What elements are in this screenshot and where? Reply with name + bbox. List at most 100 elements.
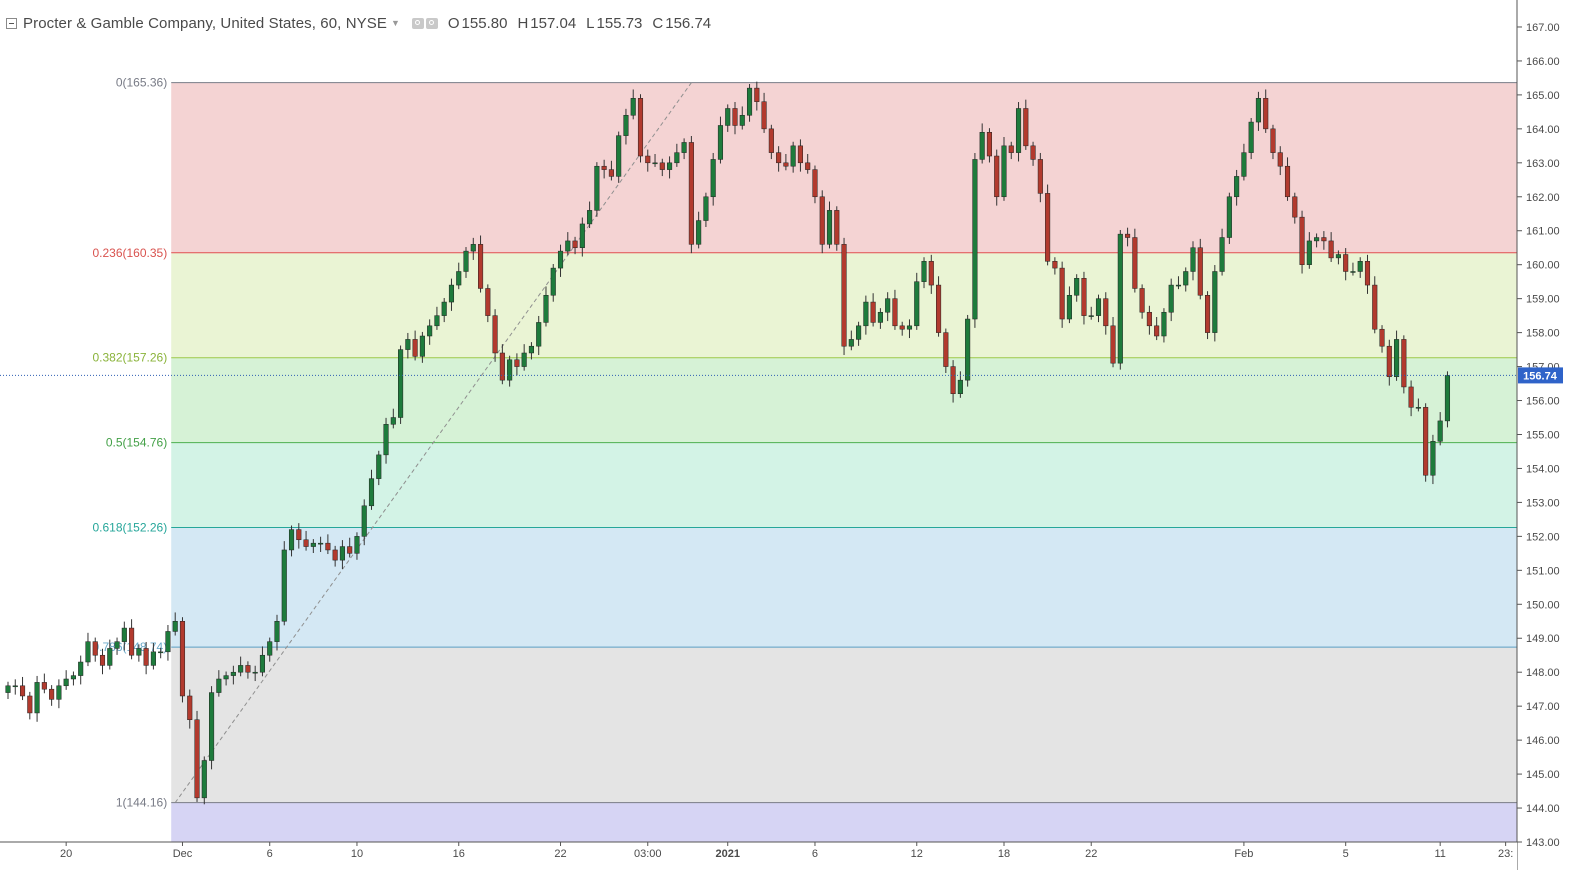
candle-body	[1175, 284, 1182, 287]
candle-body	[1328, 240, 1334, 259]
candle-body	[914, 281, 920, 327]
fib-label-0.382: 0.382(157.26)	[92, 351, 167, 365]
price-tick-label: 147.00	[1526, 701, 1560, 713]
candle-body	[667, 162, 673, 170]
candle-body	[1066, 295, 1072, 320]
candle-body	[1125, 233, 1131, 238]
symbol-title[interactable]: Procter & Gamble Company, United States,…	[23, 14, 387, 32]
candle-body	[1045, 193, 1051, 262]
candle-body	[1008, 145, 1014, 153]
time-axis[interactable]: 20 Dec 6 10 16 22 03:00 2021 6 12 18 22 Feb 5 11 23:	[0, 841, 1517, 870]
trendline	[174, 82, 692, 803]
price-tick-label: 151.00	[1526, 565, 1560, 577]
candle-body	[1335, 254, 1341, 259]
settings-icon[interactable]	[425, 17, 438, 29]
price-axis[interactable]: 143.00 144.00 145.00 146.00 147.00 148.00 149.…	[1516, 0, 1579, 870]
candle-body	[754, 87, 760, 102]
candle-body	[834, 210, 840, 245]
price-tick-label: 153.00	[1526, 497, 1560, 509]
fibonacci-trendline[interactable]	[174, 82, 692, 803]
price-tick-label: 154.00	[1526, 463, 1560, 475]
candle-body	[841, 244, 847, 347]
candle-body	[848, 339, 854, 347]
chevron-down-icon[interactable]: ▼	[390, 18, 400, 28]
candle-body	[703, 196, 709, 221]
candle-body	[1372, 284, 1378, 330]
candle-body	[361, 505, 367, 537]
candle-body	[565, 240, 571, 252]
price-tick-label: 158.00	[1526, 328, 1560, 340]
candle-body	[652, 162, 658, 165]
candle-body	[143, 648, 149, 666]
candle-body	[485, 288, 491, 316]
candle-body	[267, 641, 273, 656]
candle-body	[1444, 375, 1451, 422]
eye-icon[interactable]	[411, 17, 424, 29]
fib-label-0.618: 0.618(152.26)	[92, 521, 167, 535]
time-tick-label: 23:	[1498, 848, 1513, 860]
candle-body	[332, 549, 338, 561]
time-tick-label: 22	[554, 848, 566, 860]
time-tick-label: 6	[267, 848, 273, 860]
candle-body	[1350, 271, 1356, 273]
candle-body	[936, 284, 942, 333]
candle-body	[70, 675, 76, 680]
candle-body	[1263, 98, 1269, 130]
candle-body	[819, 196, 825, 245]
candle-body	[1161, 311, 1167, 337]
candle-body	[1074, 278, 1080, 296]
candle-body	[579, 223, 585, 248]
time-tick-label: 16	[453, 848, 465, 860]
candle-body	[739, 115, 745, 126]
time-tick-label: 20	[60, 848, 72, 860]
time-tick-label: 03:00	[634, 848, 662, 860]
candle-body	[608, 169, 614, 177]
candle-body	[172, 621, 178, 632]
time-tick-label: 5	[1343, 848, 1349, 860]
fib-label-0.5: 0.5(154.76)	[106, 436, 167, 450]
price-tick-label: 167.00	[1526, 22, 1560, 34]
candle-body	[434, 315, 440, 327]
candle-body	[274, 621, 280, 642]
price-tick-label: 145.00	[1526, 769, 1560, 781]
candle-body	[209, 692, 215, 761]
candle-body	[223, 675, 229, 680]
candle-body	[1386, 345, 1392, 378]
price-tick-label: 161.00	[1526, 226, 1560, 238]
candle-body	[856, 325, 862, 340]
candle-body	[790, 145, 796, 167]
candle-body	[746, 87, 753, 116]
candle-body	[1292, 196, 1298, 218]
candle-body	[725, 108, 731, 126]
candle-body	[1219, 237, 1225, 272]
candle-body	[797, 145, 803, 164]
candle-body	[478, 244, 484, 289]
candle-body	[1183, 271, 1189, 286]
candle-body	[1103, 298, 1109, 327]
candle-body	[201, 760, 207, 799]
candle-body	[1394, 339, 1400, 378]
candle-body	[383, 424, 389, 456]
candle-body	[376, 454, 382, 479]
price-tick-label: 163.00	[1526, 158, 1560, 170]
candle-body	[179, 621, 186, 697]
last-price-marker: 156.74	[0, 367, 1563, 384]
candle-body	[1357, 261, 1363, 272]
candle-body	[594, 165, 600, 211]
candle-body	[572, 240, 578, 248]
candle-body	[877, 311, 883, 323]
price-tick-label: 166.00	[1526, 56, 1560, 68]
price-tick-label: 148.00	[1526, 667, 1560, 679]
candle-body	[637, 98, 644, 157]
collapse-legend-button[interactable]	[6, 17, 17, 29]
fib-zone-0.786	[171, 647, 1518, 803]
candle-body	[187, 695, 193, 720]
candle-body	[957, 379, 963, 394]
fib-zone-0.618	[171, 527, 1518, 648]
candle-body	[1255, 98, 1261, 123]
candle-body	[587, 210, 593, 225]
candle-body	[710, 159, 716, 198]
chart-legend: Procter & Gamble Company, United States,…	[6, 12, 711, 34]
candle-body	[986, 132, 993, 157]
